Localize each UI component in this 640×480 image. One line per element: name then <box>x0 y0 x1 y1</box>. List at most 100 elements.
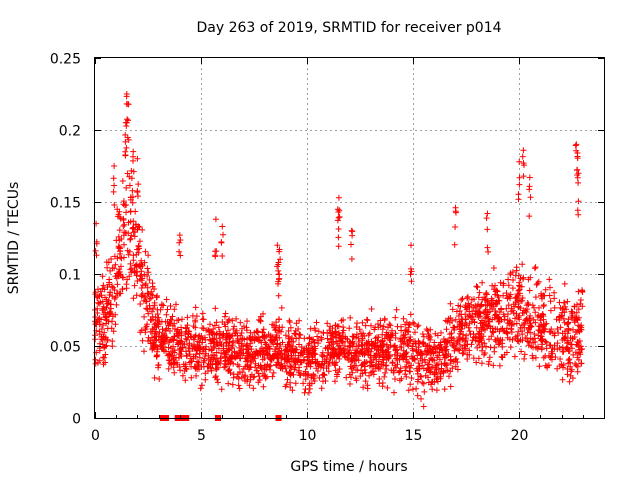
data-point <box>229 339 236 346</box>
data-point-spike <box>575 198 582 205</box>
data-point <box>312 356 319 363</box>
data-point <box>242 372 249 379</box>
y-tick-label: 0.2 <box>59 124 81 140</box>
data-point <box>549 356 555 363</box>
data-point <box>390 343 397 350</box>
data-point <box>99 298 106 305</box>
data-point <box>120 223 127 229</box>
data-point <box>555 329 562 336</box>
data-point <box>564 298 571 305</box>
data-point-spike <box>408 278 415 285</box>
data-point <box>119 286 126 292</box>
data-point <box>457 318 464 325</box>
data-point <box>577 326 584 333</box>
data-point <box>236 355 243 362</box>
data-point <box>449 306 456 313</box>
data-point <box>133 251 140 258</box>
data-point-spike <box>521 162 527 169</box>
data-point <box>475 294 482 301</box>
data-point-spike <box>274 242 281 249</box>
data-point <box>464 293 471 300</box>
data-point <box>545 352 552 359</box>
data-point <box>527 315 533 321</box>
data-point <box>272 337 279 344</box>
data-point-spike <box>135 193 141 200</box>
data-point <box>107 289 113 296</box>
data-point <box>208 367 215 374</box>
data-point-spike <box>111 182 118 189</box>
data-point <box>191 334 198 340</box>
data-point <box>314 368 321 374</box>
data-point <box>247 329 254 336</box>
data-point <box>386 321 393 328</box>
data-point <box>135 223 142 230</box>
data-point <box>401 339 408 345</box>
data-point <box>100 282 107 289</box>
data-point <box>278 304 285 311</box>
data-point <box>274 340 281 347</box>
data-point <box>499 354 506 361</box>
data-point <box>256 377 263 383</box>
data-point <box>499 340 506 347</box>
data-point <box>364 385 371 392</box>
data-point <box>353 366 359 373</box>
data-point-spike <box>573 141 580 148</box>
data-point <box>335 351 342 358</box>
data-point <box>324 320 331 327</box>
data-point-spike <box>276 248 283 255</box>
data-point <box>313 319 320 326</box>
data-point <box>131 282 138 289</box>
data-point <box>484 311 490 318</box>
data-point <box>346 343 353 350</box>
data-point <box>409 345 416 352</box>
data-point <box>286 342 293 349</box>
data-point <box>496 337 502 344</box>
data-point <box>209 336 216 343</box>
data-point-spike <box>130 157 136 164</box>
data-point <box>455 313 462 319</box>
data-point <box>328 338 335 345</box>
data-point <box>491 312 498 319</box>
data-point <box>95 286 101 293</box>
data-point <box>405 387 412 394</box>
data-point <box>312 327 319 334</box>
data-point <box>463 332 470 339</box>
data-point <box>332 322 339 329</box>
data-point <box>359 319 366 326</box>
data-point <box>367 369 374 376</box>
data-point <box>405 329 412 335</box>
data-point <box>100 322 106 328</box>
data-point <box>230 360 237 367</box>
data-point <box>385 331 392 338</box>
data-point <box>559 376 566 383</box>
data-point-spike <box>92 247 99 254</box>
data-point <box>352 357 359 364</box>
data-point <box>103 304 110 311</box>
data-point <box>120 215 127 222</box>
data-point <box>129 199 136 206</box>
data-point <box>411 356 418 363</box>
data-point <box>235 371 241 377</box>
data-point <box>101 354 108 361</box>
data-point <box>490 286 497 293</box>
data-point <box>244 357 251 364</box>
data-point <box>492 336 499 343</box>
data-point <box>162 318 169 325</box>
data-point-spike <box>452 224 459 230</box>
data-point <box>396 368 403 375</box>
data-point <box>561 328 568 335</box>
data-point <box>529 355 536 362</box>
data-point <box>169 348 176 355</box>
data-point <box>145 338 152 345</box>
data-point <box>104 300 111 307</box>
data-point <box>441 338 448 345</box>
data-point <box>526 287 533 294</box>
data-point <box>574 354 581 361</box>
data-point <box>551 346 558 353</box>
data-point <box>287 379 294 386</box>
data-point <box>403 353 410 360</box>
data-point <box>104 264 111 271</box>
data-point <box>286 317 293 324</box>
data-point <box>447 383 454 390</box>
